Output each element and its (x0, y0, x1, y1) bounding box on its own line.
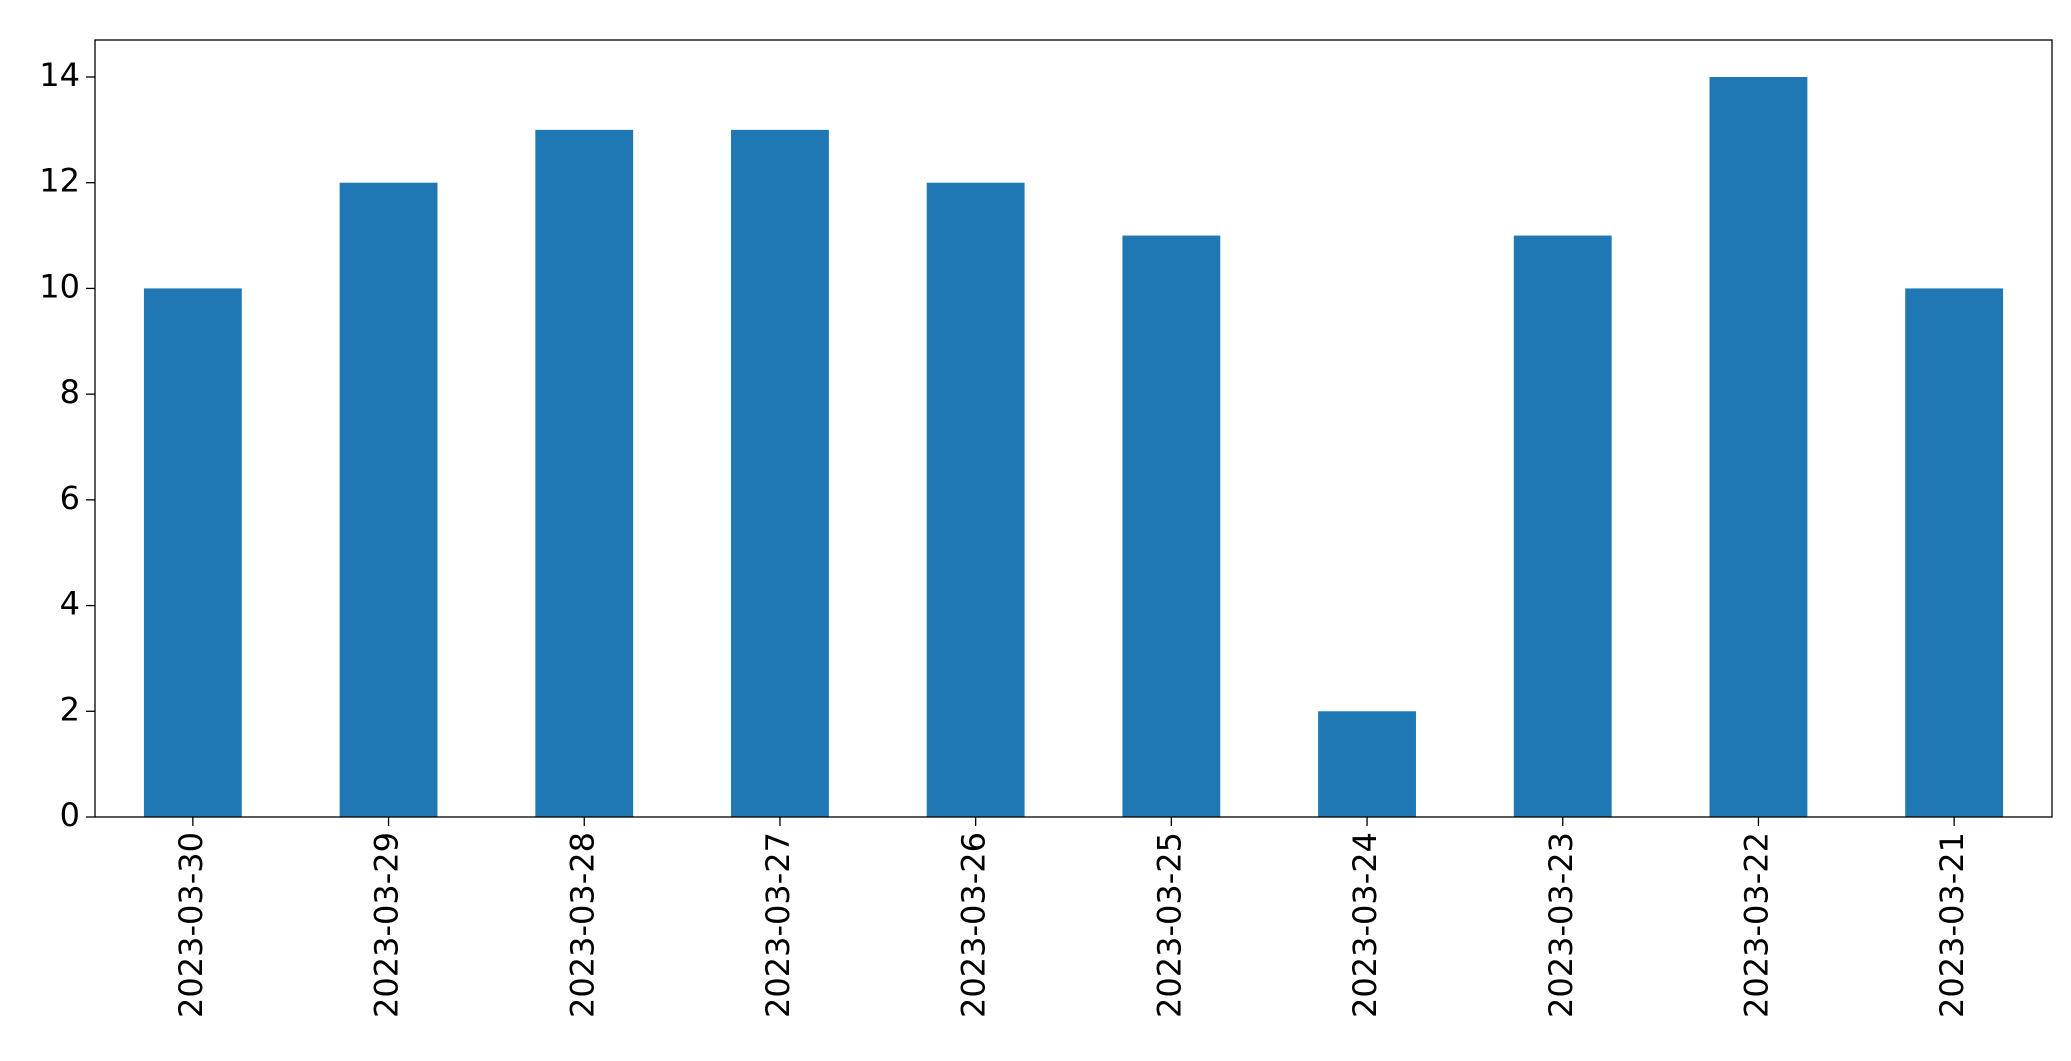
x-tick-label: 2023-03-23 (1542, 832, 1580, 1018)
x-tick-label: 2023-03-30 (172, 832, 210, 1018)
y-tick-label: 6 (60, 479, 80, 517)
x-tick-label: 2023-03-24 (1346, 832, 1384, 1018)
x-tick-label: 2023-03-25 (1150, 832, 1188, 1018)
y-tick-label: 0 (60, 796, 80, 834)
plot-frame (94, 39, 2053, 818)
bar (1709, 77, 1808, 817)
x-tick-label: 2023-03-29 (368, 832, 406, 1018)
y-tick-label: 10 (39, 267, 80, 305)
x-tick-label: 2023-03-22 (1737, 832, 1775, 1018)
y-tick-label: 12 (39, 162, 80, 200)
bar (1122, 235, 1221, 818)
y-tick-label: 14 (39, 56, 80, 94)
bar (731, 129, 829, 817)
bar (1513, 235, 1612, 818)
y-tick-label: 4 (60, 585, 80, 623)
bar (1318, 711, 1416, 817)
bar (339, 182, 438, 817)
y-tick-label: 8 (60, 373, 80, 411)
bar (535, 129, 634, 817)
x-tick-label: 2023-03-28 (563, 832, 601, 1018)
x-tick-label: 2023-03-21 (1933, 832, 1971, 1018)
bar (926, 182, 1025, 817)
x-tick-label: 2023-03-27 (759, 832, 797, 1018)
bar (143, 288, 242, 817)
y-tick-label: 2 (60, 690, 80, 728)
bar (1905, 288, 2004, 817)
x-tick-label: 2023-03-26 (955, 832, 993, 1018)
